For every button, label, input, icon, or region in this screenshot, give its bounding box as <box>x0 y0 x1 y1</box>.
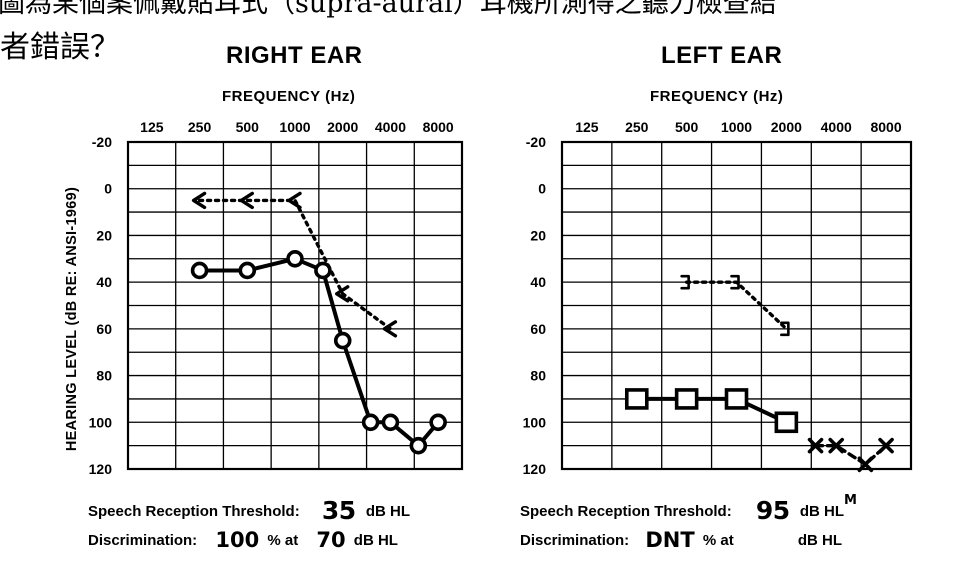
left-discrimination-row: Discrimination: DNT % at dB HL <box>520 526 843 552</box>
bracket-left-marker <box>191 191 207 210</box>
right-y-tick-label: 40 <box>96 274 112 290</box>
right-disc-mid: % at <box>267 532 299 549</box>
right-y-tick-label: 0 <box>104 181 112 197</box>
left-x-tick-label: 1000 <box>721 119 752 135</box>
left-y-tick-label: 80 <box>530 368 546 384</box>
right-srt-row: Speech Reception Threshold: 35 dB HL <box>88 493 411 525</box>
right-disc-unit: dB HL <box>353 532 398 549</box>
left-y-tick-label: 120 <box>523 461 547 477</box>
left-y-tick-label: 60 <box>530 321 546 337</box>
left-series-2-line <box>813 443 888 467</box>
bracket-left-marker <box>287 191 302 210</box>
left-disc-mid: % at <box>702 532 734 549</box>
left-x-tick-label: 4000 <box>821 119 852 135</box>
right-x-tick-label: 250 <box>188 119 212 135</box>
right-frequency-label: FREQUENCY (Hz) <box>222 88 356 105</box>
right-x-tick-label: 1000 <box>279 119 310 135</box>
left-x-tick-label: 125 <box>575 119 599 135</box>
right-disc-value: 100 <box>215 528 260 552</box>
left-x-tick-label: 250 <box>625 119 649 135</box>
circle-marker <box>190 261 209 280</box>
right-srt-value: 35 <box>321 496 356 525</box>
bracket-left-marker <box>239 191 254 210</box>
circle-marker <box>333 331 352 350</box>
left-series-0-line <box>684 280 789 331</box>
right-srt-label: Speech Reception Threshold: <box>88 503 300 520</box>
right-y-tick-label: 80 <box>96 368 112 384</box>
question-line-2: 者錯誤？ <box>0 30 120 65</box>
bracket-left-marker <box>382 320 398 338</box>
right-x-tick-label: 125 <box>140 119 164 135</box>
left-x-tick-label: 500 <box>675 119 699 135</box>
x-marker <box>857 456 874 473</box>
bracket-left-marker <box>335 285 350 303</box>
circle-marker <box>429 413 447 432</box>
x-marker <box>807 437 824 454</box>
bracket-right-marker <box>780 321 790 337</box>
left-y-tick-label: 0 <box>538 181 546 197</box>
right-disc-level: 70 <box>316 528 346 552</box>
right-y-tick-label: 100 <box>89 414 113 430</box>
right-audiogram-plot: 125 250 500 1000 2000 4000 8000 -20 0 20 40 60 80 100… <box>89 119 464 477</box>
x-marker <box>878 437 894 454</box>
left-y-tick-label: 40 <box>530 274 546 290</box>
left-disc-label: Discrimination: <box>520 532 630 549</box>
right-disc-label: Discrimination: <box>88 532 198 549</box>
left-frequency-label: FREQUENCY (Hz) <box>650 88 784 105</box>
right-y-tick-label: -20 <box>92 134 112 150</box>
circle-marker <box>381 413 400 432</box>
square-marker <box>674 388 699 410</box>
circle-marker <box>238 261 257 280</box>
right-x-tick-label: 4000 <box>375 119 406 135</box>
left-y-tick-label: -20 <box>526 134 546 150</box>
left-srt-label: Speech Reception Threshold: <box>520 503 732 520</box>
right-ear-title: RIGHT EAR <box>226 42 363 69</box>
left-audiogram-plot: 125 250 500 1000 2000 4000 8000 -20 0 20 40 60 80 100… <box>523 119 913 477</box>
left-srt-note: M <box>844 493 857 508</box>
square-marker <box>724 388 749 410</box>
bracket-right-marker <box>730 274 740 290</box>
left-plot-frame <box>560 140 913 471</box>
right-x-tick-label: 8000 <box>423 119 454 135</box>
left-disc-value: DNT <box>645 528 695 552</box>
left-ear-title: LEFT EAR <box>661 42 783 69</box>
right-y-tick-label: 60 <box>96 321 112 337</box>
left-srt-row: Speech Reception Threshold: 95 dB HLM <box>520 493 857 525</box>
right-x-tick-label: 500 <box>236 119 260 135</box>
square-marker <box>624 388 649 410</box>
left-series-1-line <box>634 396 789 425</box>
right-srt-unit: dB HL <box>365 503 411 520</box>
left-x-tick-label: 2000 <box>771 119 802 135</box>
x-marker <box>828 437 845 454</box>
left-x-tick-label: 8000 <box>870 119 901 135</box>
question-line-1: 圖為某個案佩戴貼耳式（supra-aural）耳機所測得之聽力檢查結 <box>0 0 777 19</box>
bracket-right-marker <box>680 274 690 290</box>
left-srt-unit: dB HL <box>799 503 845 520</box>
left-y-tick-label: 20 <box>530 227 546 243</box>
left-y-tick-label: 100 <box>523 414 547 430</box>
right-discrimination-row: Discrimination: 100 % at 70 dB HL <box>88 526 398 552</box>
right-x-tick-label: 2000 <box>327 119 358 135</box>
square-marker <box>774 411 799 434</box>
left-disc-unit: dB HL <box>797 532 843 549</box>
left-srt-value: 95 <box>755 496 790 525</box>
circle-marker <box>314 261 332 280</box>
right-series-1-line <box>197 198 393 331</box>
question-text: 圖為某個案佩戴貼耳式（supra-aural）耳機所測得之聽力檢查結 者錯誤？ <box>0 0 953 90</box>
right-y-tick-label: 20 <box>96 227 112 243</box>
right-y-tick-label: 120 <box>89 461 113 477</box>
circle-marker <box>409 436 428 455</box>
right-plot-frame <box>126 140 464 471</box>
circle-marker <box>361 413 380 432</box>
circle-marker <box>286 249 304 268</box>
